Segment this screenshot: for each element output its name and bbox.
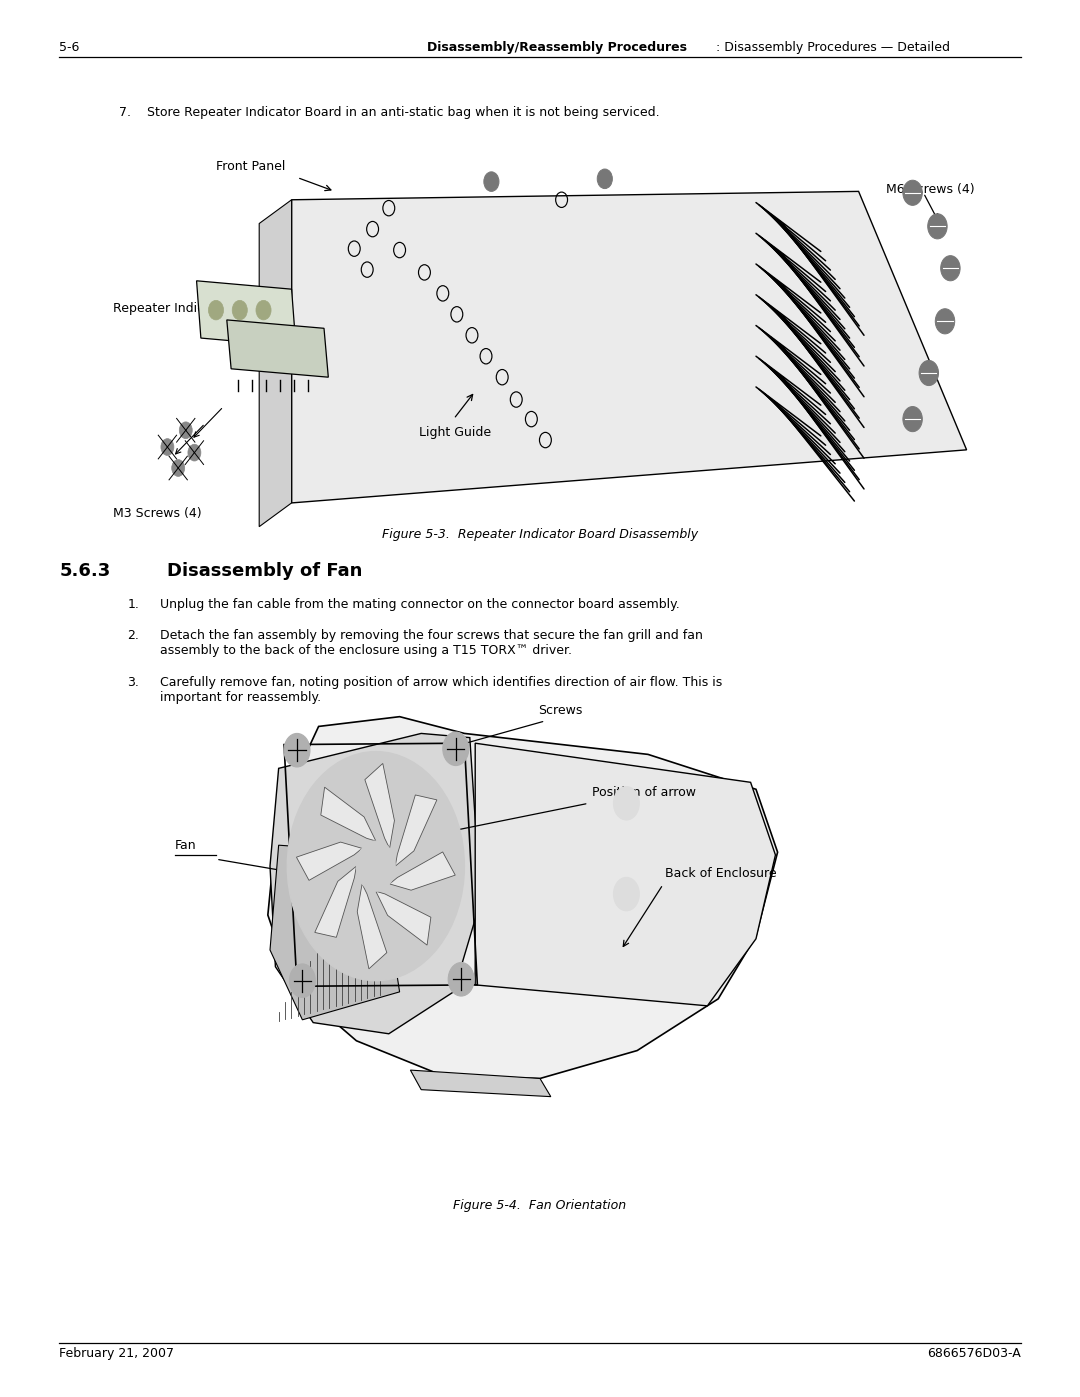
Circle shape — [289, 964, 315, 997]
Text: Screws: Screws — [538, 704, 582, 717]
Text: Disassembly/Reassembly Procedures: Disassembly/Reassembly Procedures — [427, 41, 687, 53]
Text: Figure 5-4.  Fan Orientation: Figure 5-4. Fan Orientation — [454, 1199, 626, 1211]
Polygon shape — [390, 852, 456, 890]
Polygon shape — [268, 717, 778, 1078]
Text: Detach the fan assembly by removing the four screws that secure the fan grill an: Detach the fan assembly by removing the … — [160, 629, 703, 657]
Circle shape — [232, 300, 247, 320]
Text: Repeater Indicator Board: Repeater Indicator Board — [113, 302, 271, 316]
Text: Carefully remove fan, noting position of arrow which identifies direction of air: Carefully remove fan, noting position of… — [160, 676, 723, 704]
Polygon shape — [314, 866, 356, 937]
Polygon shape — [270, 733, 481, 1034]
Circle shape — [903, 407, 922, 432]
Polygon shape — [197, 281, 296, 346]
Circle shape — [448, 963, 474, 996]
Circle shape — [935, 309, 955, 334]
Circle shape — [287, 752, 464, 981]
Circle shape — [919, 360, 939, 386]
Circle shape — [179, 422, 192, 439]
Polygon shape — [475, 743, 775, 1006]
Circle shape — [208, 300, 224, 320]
Polygon shape — [292, 191, 967, 503]
Polygon shape — [270, 845, 400, 1020]
Text: 7.    Store Repeater Indicator Board in an anti-static bag when it is not being : 7. Store Repeater Indicator Board in an … — [119, 106, 660, 119]
Text: : Disassembly Procedures — Detailed: : Disassembly Procedures — Detailed — [716, 41, 950, 53]
Text: M6 Screws (4): M6 Screws (4) — [886, 183, 974, 196]
Circle shape — [941, 256, 960, 281]
Text: Fan: Fan — [175, 840, 197, 852]
Circle shape — [903, 180, 922, 205]
Circle shape — [597, 169, 612, 189]
Text: Back of Enclosure: Back of Enclosure — [665, 868, 777, 880]
Text: Figure 5-3.  Repeater Indicator Board Disassembly: Figure 5-3. Repeater Indicator Board Dis… — [382, 528, 698, 541]
Circle shape — [928, 214, 947, 239]
Text: Unplug the fan cable from the mating connector on the connector board assembly.: Unplug the fan cable from the mating con… — [160, 598, 679, 610]
Text: Light Guide: Light Guide — [419, 426, 491, 439]
Polygon shape — [395, 795, 437, 866]
Text: February 21, 2007: February 21, 2007 — [59, 1347, 174, 1361]
Text: M3 Screws (4): M3 Screws (4) — [113, 507, 202, 520]
Text: 5.6.3: 5.6.3 — [59, 562, 110, 580]
Polygon shape — [321, 787, 376, 841]
Circle shape — [161, 439, 174, 455]
Circle shape — [284, 733, 310, 767]
Text: Position of arrow: Position of arrow — [592, 787, 696, 799]
Circle shape — [613, 877, 639, 911]
Polygon shape — [259, 200, 292, 527]
Circle shape — [484, 172, 499, 191]
Polygon shape — [365, 763, 394, 848]
Text: Front Panel: Front Panel — [216, 161, 285, 173]
Polygon shape — [227, 320, 328, 377]
Circle shape — [613, 787, 639, 820]
Text: 1.: 1. — [127, 598, 139, 610]
Circle shape — [172, 460, 185, 476]
Circle shape — [356, 841, 395, 891]
Circle shape — [188, 444, 201, 461]
Text: 2.: 2. — [127, 629, 139, 641]
Polygon shape — [376, 891, 431, 946]
Text: 6866576D03-A: 6866576D03-A — [927, 1347, 1021, 1361]
Polygon shape — [296, 842, 362, 880]
Polygon shape — [357, 884, 387, 970]
Polygon shape — [410, 1070, 551, 1097]
Circle shape — [256, 300, 271, 320]
Circle shape — [443, 732, 469, 766]
Text: Disassembly of Fan: Disassembly of Fan — [167, 562, 363, 580]
Text: 3.: 3. — [127, 676, 139, 689]
Text: 5-6: 5-6 — [59, 41, 80, 53]
